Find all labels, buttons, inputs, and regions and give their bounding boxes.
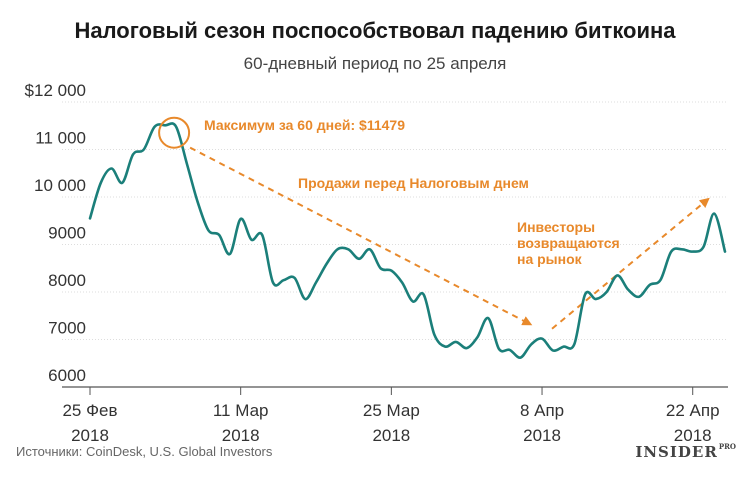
annotations: Максимум за 60 дней: $11479 Продажи перед… (158, 116, 620, 267)
x-tick-year-label: 2018 (222, 426, 260, 445)
up-trend-label-line: на рынок (517, 251, 583, 267)
y-tick-label: 7000 (48, 319, 86, 338)
y-tick-label: 8000 (48, 271, 86, 290)
x-tick-label: 25 Мар (363, 401, 420, 420)
x-tick-year-label: 2018 (674, 426, 712, 445)
chart-subtitle: 60-дневный период по 25 апреля (243, 54, 507, 73)
axes: 6000 7000 8000 9000 10 000 11 000 $12 000 25 Фе… (25, 81, 720, 445)
y-tick-label: 9000 (48, 224, 86, 243)
source-note: Источники: CoinDesk, U.S. Global Investo… (16, 444, 273, 459)
y-tick-label: 11 000 (35, 129, 86, 148)
grid (62, 101, 728, 388)
chart-title: Налоговый сезон поспособствовал падению … (74, 18, 676, 43)
x-tick-label: 25 Фев (62, 401, 117, 420)
y-tick-label: 6000 (48, 366, 86, 385)
x-tick-year-label: 2018 (372, 426, 410, 445)
down-trend-label: Продажи перед Налоговым днем (298, 175, 529, 191)
up-trend-label-line: Инвесторы (517, 219, 595, 235)
up-trend-arrow (551, 197, 710, 330)
x-tick-year-label: 2018 (523, 426, 561, 445)
x-tick-label: 8 Апр (520, 401, 564, 420)
x-tick-label: 11 Мар (213, 401, 269, 420)
peak-marker-circle (158, 116, 191, 149)
up-trend-label-line: возвращаются (517, 235, 620, 251)
insider-pro-logo: INSIDERPRO (635, 442, 736, 461)
x-tick-label: 22 Апр (666, 401, 720, 420)
annotation-arrows (189, 146, 710, 330)
down-trend-arrow (189, 146, 533, 326)
x-tick-year-label: 2018 (71, 426, 109, 445)
btc-price-line (88, 122, 727, 359)
logo-main-text: INSIDER (635, 443, 718, 461)
logo-sup-text: PRO (718, 442, 736, 451)
y-tick-label: $12 000 (25, 81, 86, 100)
peak-annotation-label: Максимум за 60 дней: $11479 (204, 117, 405, 133)
series-line-layer (88, 122, 727, 359)
y-tick-label: 10 000 (34, 176, 86, 195)
